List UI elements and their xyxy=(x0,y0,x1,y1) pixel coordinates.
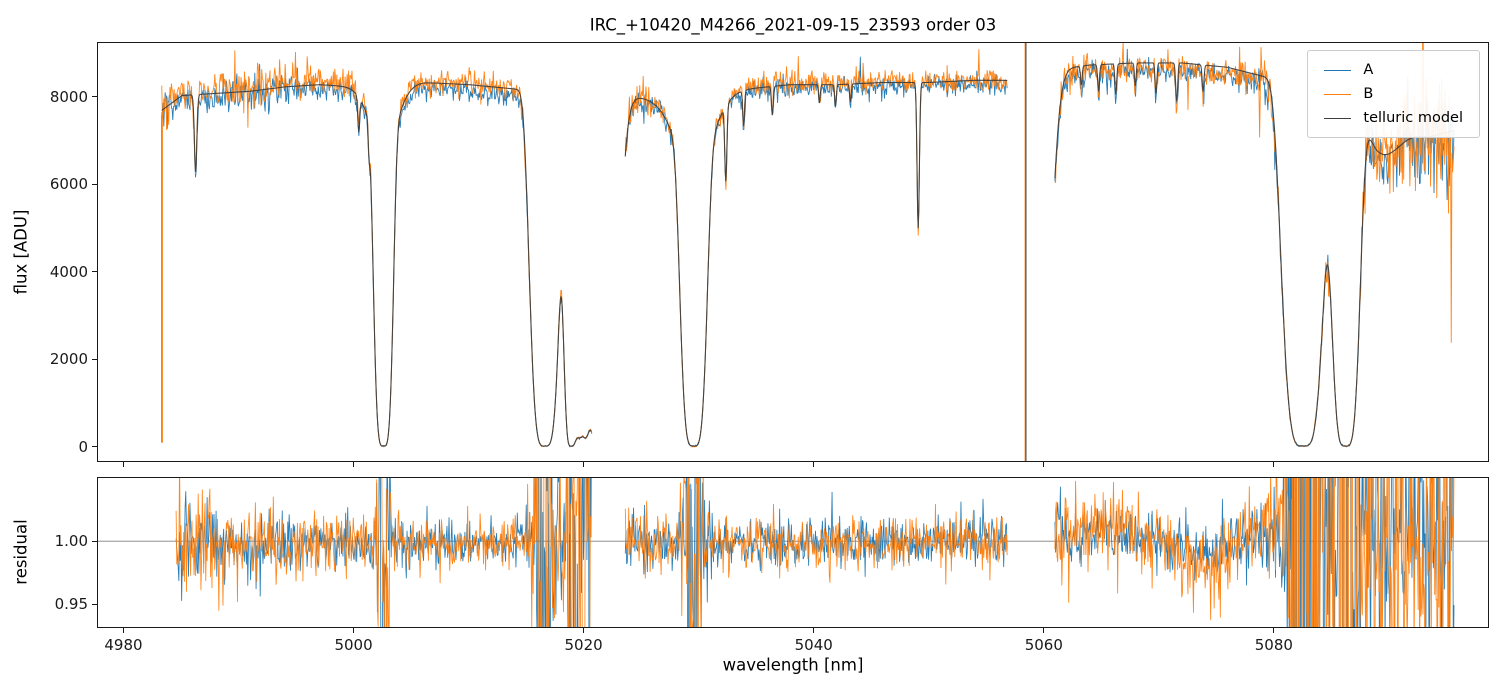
flux-canvas xyxy=(98,43,1488,461)
legend-entry: B xyxy=(1320,82,1467,106)
y-tick-mark xyxy=(92,96,97,98)
legend-label: B xyxy=(1363,86,1374,102)
x-tick-mark xyxy=(353,628,355,633)
x-tick-label: 5020 xyxy=(564,636,603,654)
legend-label: telluric model xyxy=(1363,110,1463,126)
legend-entry: A xyxy=(1320,58,1467,82)
x-tick-mark xyxy=(583,462,585,467)
x-tick-mark xyxy=(813,628,815,633)
y-tick-mark xyxy=(92,271,97,273)
y-tick-label: 8000 xyxy=(49,87,88,106)
y-tick-mark xyxy=(92,540,97,542)
x-tick-mark xyxy=(353,462,355,467)
chart-title: IRC_+10420_M4266_2021-09-15_23593 order … xyxy=(589,15,997,35)
y-tick-mark xyxy=(92,446,97,448)
x-tick-label: 5080 xyxy=(1254,636,1293,654)
legend-entry: telluric model xyxy=(1320,106,1467,130)
x-tick-label: 5040 xyxy=(794,636,833,654)
legend-line-swatch xyxy=(1324,117,1352,119)
y-tick-mark xyxy=(92,358,97,360)
y-tick-label: 0.95 xyxy=(54,595,88,614)
x-tick-mark xyxy=(122,462,124,467)
x-tick-label: 5060 xyxy=(1024,636,1063,654)
flux-y-axis-label: flux [ADU] xyxy=(11,209,31,295)
x-tick-mark xyxy=(1273,628,1275,633)
x-tick-mark xyxy=(122,628,124,633)
x-tick-label: 4980 xyxy=(104,636,143,654)
x-tick-label: 5000 xyxy=(334,636,373,654)
y-tick-mark xyxy=(92,183,97,185)
y-tick-label: 6000 xyxy=(49,175,88,194)
legend-line-swatch xyxy=(1324,69,1352,71)
legend-label: A xyxy=(1363,62,1374,78)
x-tick-mark xyxy=(1043,462,1045,467)
residual-plot-area xyxy=(97,477,1489,628)
x-tick-mark xyxy=(583,628,585,633)
x-tick-mark xyxy=(813,462,815,467)
y-tick-label: 2000 xyxy=(49,350,88,369)
residual-canvas xyxy=(98,478,1488,627)
y-tick-mark xyxy=(92,603,97,605)
residual-y-axis-label: residual xyxy=(11,519,31,585)
y-tick-label: 0 xyxy=(78,437,88,456)
x-tick-mark xyxy=(1273,462,1275,467)
y-tick-label: 1.00 xyxy=(54,532,88,551)
x-axis-label: wavelength [nm] xyxy=(722,655,864,675)
x-tick-mark xyxy=(1043,628,1045,633)
legend-line-swatch xyxy=(1324,93,1352,95)
y-tick-label: 4000 xyxy=(49,262,88,281)
